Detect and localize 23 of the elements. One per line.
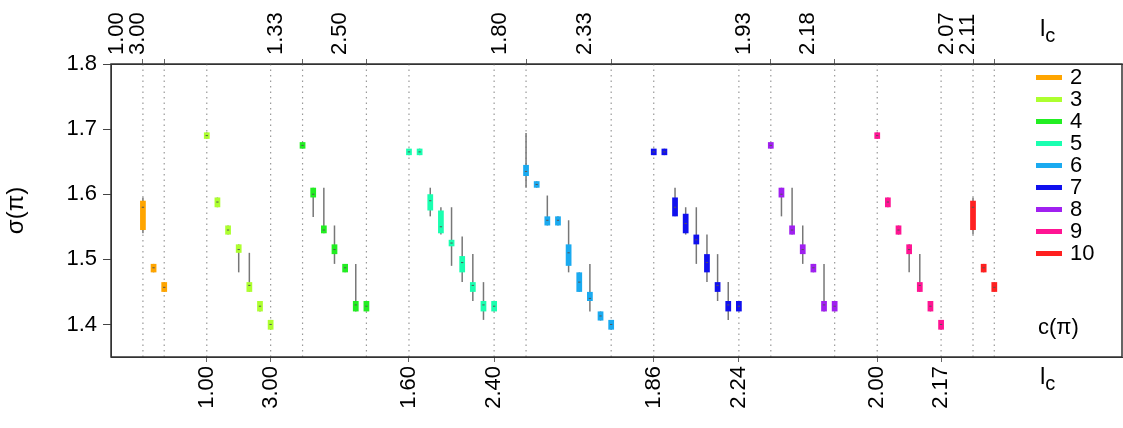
x-tick-label: 1.00 [192,366,218,409]
x-tick-label: 1.60 [395,366,421,409]
text: 2.33 [570,12,596,55]
legend-title: c(π) [1038,314,1079,340]
text: 1.93 [730,12,756,55]
y-axis-title: σ(π) [1,186,29,235]
y-tick-label: 1.8 [66,50,97,76]
y-tick-label: 1.7 [66,115,97,141]
y-tick-label: 1.5 [66,245,97,271]
x-tick-label: 3.00 [256,366,282,409]
x-tick-label: 2.17 [927,366,953,409]
x-axis-title: l$_{c}$ [1040,362,1056,395]
text: 1.33 [262,12,288,55]
x-tick-label: 2.00 [863,366,889,409]
text: 1.80 [485,12,511,55]
x-tick-label: 2.24 [724,366,750,409]
x2-axis-title: l$_{c}$ [1040,14,1056,47]
text: 2.50 [326,12,352,55]
x-tick-label: 1.86 [639,366,665,409]
x-tick-label: 2.40 [480,366,506,409]
y-tick-label: 1.4 [66,310,97,336]
text: 2.18 [794,12,820,55]
y-tick-label: 1.6 [66,180,97,206]
